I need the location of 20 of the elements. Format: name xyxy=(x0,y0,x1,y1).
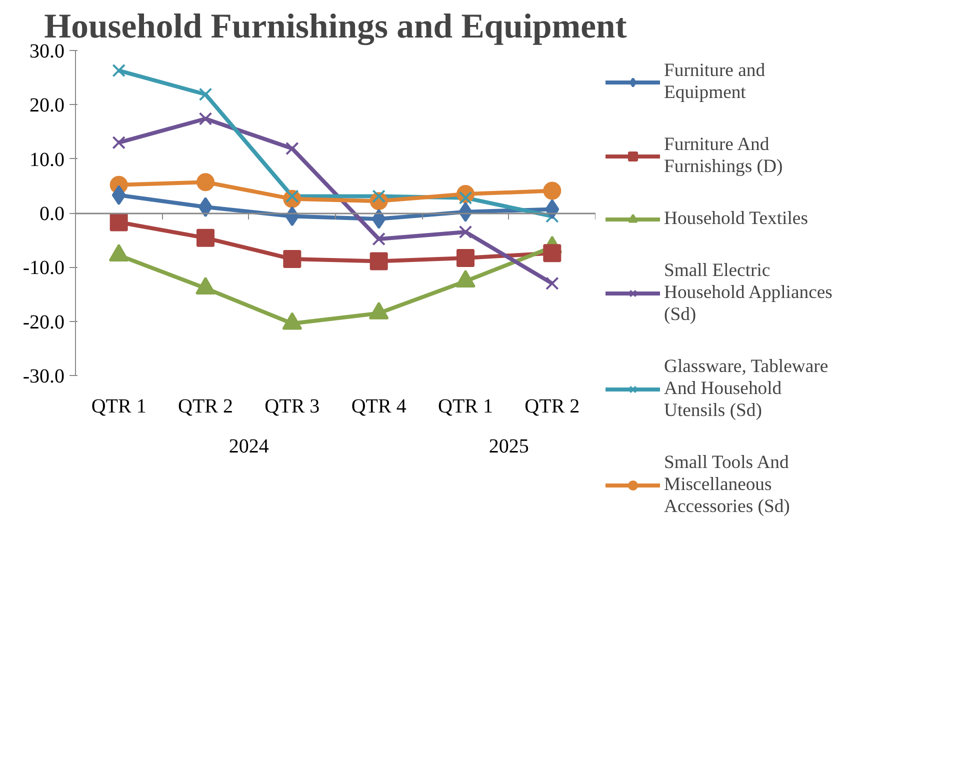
legend-label: Small Electric Household Appliances (Sd) xyxy=(664,260,832,326)
y-tick-label: 10.0 xyxy=(30,148,64,171)
legend-label: Furniture And Furnishings (D) xyxy=(664,134,783,178)
x-tick-label: QTR 2 xyxy=(524,396,580,418)
x-tick-label: QTR 1 xyxy=(438,396,493,418)
x-tick-label: QTR 3 xyxy=(264,396,320,418)
y-tick-label: -10.0 xyxy=(22,257,65,280)
legend-label: Small Tools And Miscellaneous Accessories (Sd) xyxy=(664,452,790,518)
legend-label: Furniture and Equipment xyxy=(664,60,766,104)
y-tick-label: -30.0 xyxy=(22,366,65,388)
legend-label: Household Textiles xyxy=(664,208,808,230)
x-tick-label: QTR 2 xyxy=(178,396,233,418)
y-tick-label: 0.0 xyxy=(40,203,64,225)
y-tick-label: 20.0 xyxy=(30,94,64,117)
y-tick-label: -20.0 xyxy=(22,311,65,334)
x-tick-label: QTR 1 xyxy=(91,396,146,418)
text: 2024 xyxy=(228,436,269,458)
x-tick-label: QTR 4 xyxy=(351,396,406,418)
legend-label: Glassware, Tableware And Household Utensils (Sd) xyxy=(664,356,828,422)
text: 2025 xyxy=(488,436,529,458)
